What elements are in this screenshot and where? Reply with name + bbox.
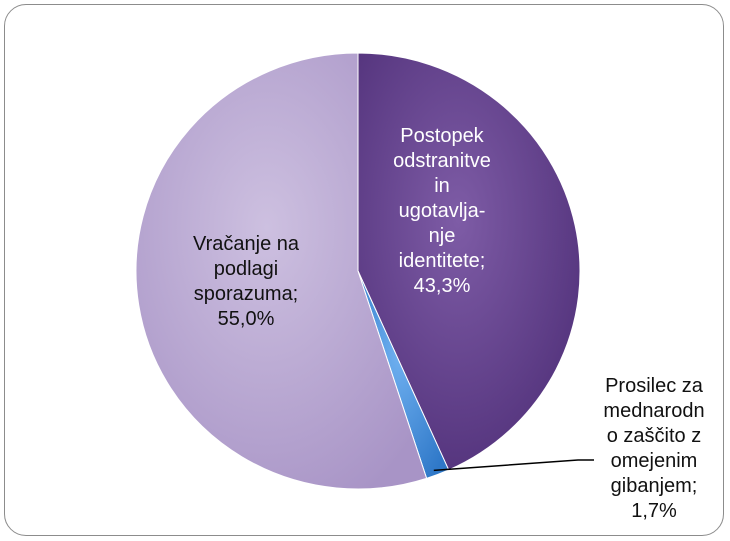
leader-line-slice-1 [433,459,594,472]
slice-label-1: Prosilec za mednarodn o zaščito z omejen… [603,375,705,522]
pie-slice-2 [135,52,428,490]
slice-label-0: Postopek odstranitve in ugotavlja- nje i… [393,125,491,297]
slice-label-2: Vračanje na podlagi sporazuma; 55,0% [193,233,299,330]
pie-slice-0 [357,52,581,471]
